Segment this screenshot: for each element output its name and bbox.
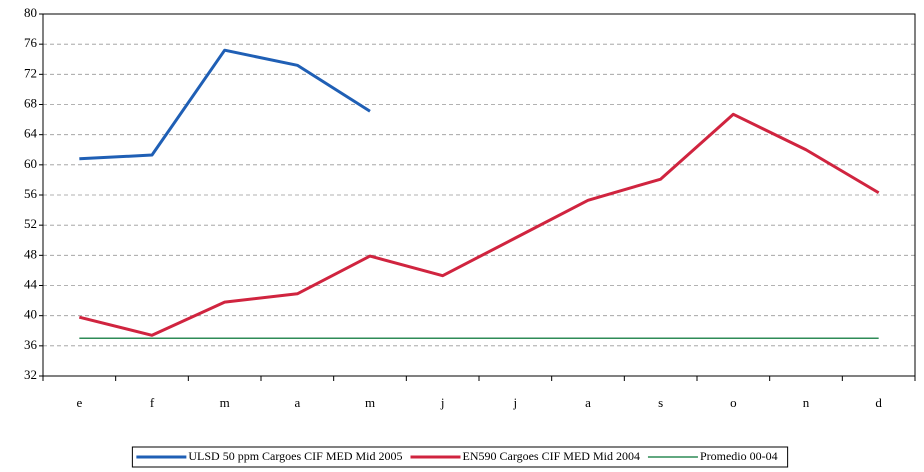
y-tick-label: 72 bbox=[24, 65, 37, 80]
x-tick-label: a bbox=[294, 395, 300, 410]
x-tick-label: a bbox=[585, 395, 591, 410]
y-tick-label: 36 bbox=[24, 337, 38, 352]
y-tick-label: 40 bbox=[24, 307, 37, 322]
x-tick-label: d bbox=[875, 395, 882, 410]
y-tick-label: 60 bbox=[24, 156, 37, 171]
y-tick-label: 52 bbox=[24, 216, 37, 231]
series-line bbox=[78, 112, 880, 337]
x-tick-label: o bbox=[730, 395, 737, 410]
x-tick-label: s bbox=[658, 395, 663, 410]
legend-label: ULSD 50 ppm Cargoes CIF MED Mid 2005 bbox=[188, 449, 402, 463]
x-tick-label: m bbox=[365, 395, 375, 410]
y-tick-label: 32 bbox=[24, 367, 37, 382]
y-tick-label: 76 bbox=[24, 35, 38, 50]
y-tick-label: 56 bbox=[24, 186, 38, 201]
legend-label: EN590 Cargoes CIF MED Mid 2004 bbox=[463, 449, 640, 463]
y-tick-label: 48 bbox=[24, 246, 37, 261]
x-tick-label: f bbox=[150, 395, 155, 410]
y-tick-label: 44 bbox=[24, 276, 38, 291]
y-tick-label: 64 bbox=[24, 126, 38, 141]
x-tick-label: m bbox=[220, 395, 230, 410]
legend-label: Promedio 00-04 bbox=[700, 449, 778, 463]
y-tick-label: 80 bbox=[24, 5, 37, 20]
x-tick-label: e bbox=[76, 395, 82, 410]
x-tick-label: j bbox=[513, 395, 518, 410]
y-tick-label: 68 bbox=[24, 95, 37, 110]
x-tick-label: j bbox=[440, 395, 445, 410]
x-tick-label: n bbox=[803, 395, 810, 410]
legend: ULSD 50 ppm Cargoes CIF MED Mid 2005 EN59… bbox=[131, 446, 789, 468]
series-line bbox=[79, 48, 371, 161]
